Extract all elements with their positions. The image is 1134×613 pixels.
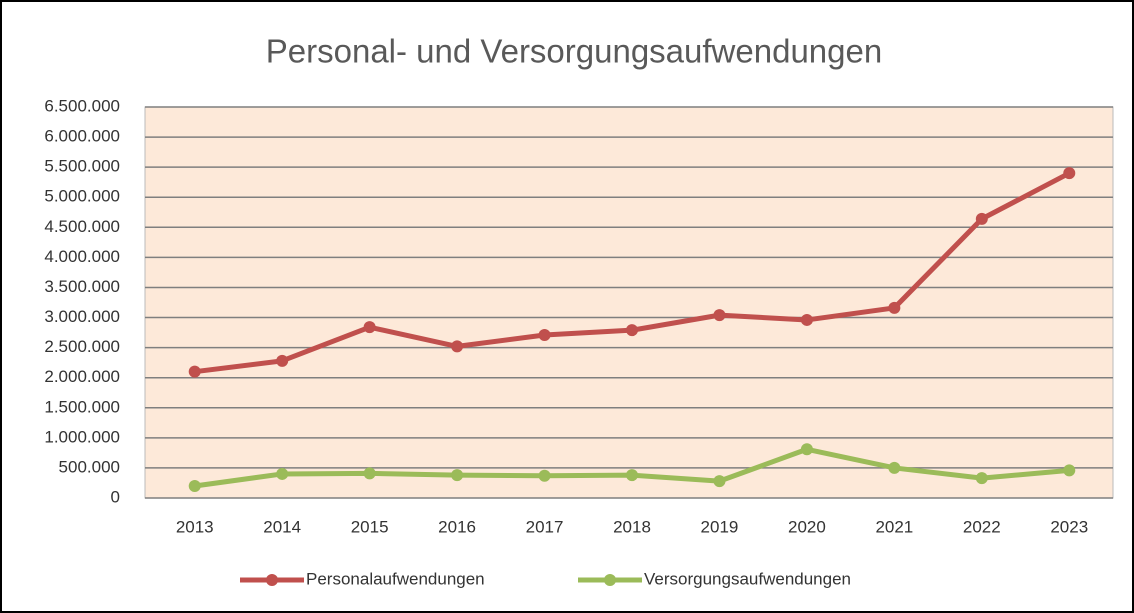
x-tick-label: 2021 — [875, 517, 913, 536]
y-tick-label: 2.000.000 — [44, 367, 120, 386]
y-tick-label: 4.000.000 — [44, 247, 120, 266]
y-tick-label: 1.000.000 — [44, 427, 120, 446]
data-point — [1063, 167, 1076, 180]
x-tick-label: 2022 — [963, 517, 1001, 536]
y-tick-label: 2.500.000 — [44, 337, 120, 356]
x-tick-label: 2013 — [176, 517, 214, 536]
y-tick-label: 3.500.000 — [44, 277, 120, 296]
x-tick-label: 2016 — [438, 517, 476, 536]
y-tick-label: 3.000.000 — [44, 307, 120, 326]
data-point — [888, 301, 901, 314]
data-point — [975, 472, 988, 485]
legend-label: Versorgungsaufwendungen — [644, 569, 851, 588]
data-point — [713, 475, 726, 488]
x-tick-label: 2018 — [613, 517, 651, 536]
chart-title: Personal- und Versorgungsaufwendungen — [266, 33, 882, 70]
x-tick-label: 2014 — [263, 517, 301, 536]
y-tick-label: 500.000 — [59, 457, 120, 476]
data-point — [626, 469, 638, 482]
data-point — [276, 354, 289, 367]
data-point — [1063, 464, 1076, 477]
y-tick-label: 1.500.000 — [44, 397, 120, 416]
y-tick-label: 5.000.000 — [44, 187, 120, 206]
data-point — [363, 467, 376, 480]
legend-marker — [604, 574, 616, 586]
plot-area — [144, 106, 1114, 499]
data-point — [888, 461, 901, 474]
data-point — [451, 340, 464, 353]
y-tick-label: 0 — [111, 487, 120, 506]
data-point — [188, 365, 201, 378]
y-tick-label: 6.500.000 — [44, 96, 120, 115]
data-point — [538, 328, 551, 341]
data-point — [363, 321, 376, 334]
x-tick-label: 2023 — [1050, 517, 1088, 536]
y-tick-label: 6.000.000 — [44, 127, 120, 146]
y-tick-label: 5.500.000 — [44, 157, 120, 176]
data-point — [975, 212, 988, 225]
data-point — [800, 443, 813, 456]
data-point — [276, 467, 289, 480]
x-tick-label: 2019 — [701, 517, 739, 536]
data-point — [451, 469, 464, 482]
legend-label: Personalaufwendungen — [306, 569, 485, 588]
data-point — [713, 309, 726, 322]
data-point — [800, 313, 813, 326]
y-tick-label: 4.500.000 — [44, 217, 120, 236]
x-tick-label: 2020 — [788, 517, 826, 536]
data-point — [626, 324, 638, 337]
x-tick-label: 2015 — [351, 517, 389, 536]
data-point — [188, 479, 201, 492]
x-tick-label: 2017 — [526, 517, 564, 536]
legend-marker — [266, 574, 278, 586]
data-point — [538, 469, 551, 482]
